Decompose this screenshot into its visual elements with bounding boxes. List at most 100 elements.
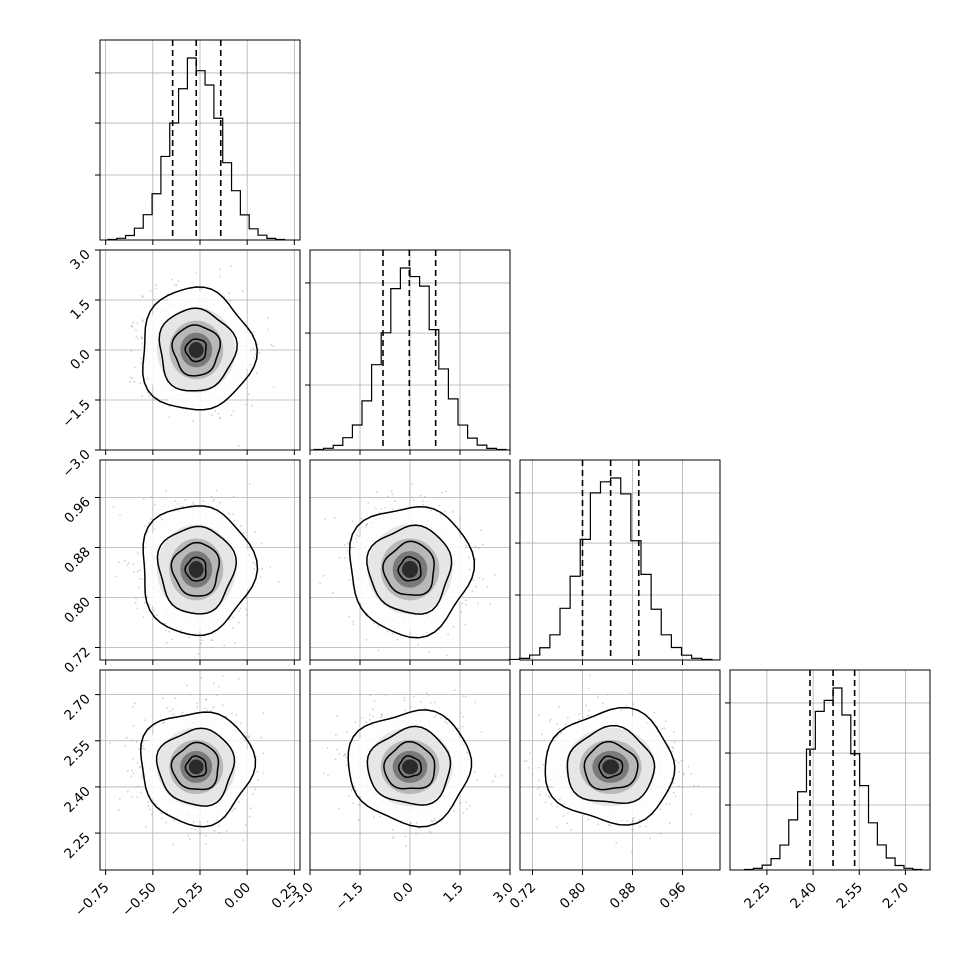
scatter-point	[132, 758, 134, 760]
scatter-point	[327, 774, 329, 777]
scatter-point	[469, 804, 471, 807]
scatter-point	[228, 512, 231, 515]
scatter-point	[391, 837, 394, 840]
scatter-point	[391, 828, 394, 831]
scatter-point	[403, 699, 406, 702]
scatter-point	[136, 552, 139, 554]
scatter-point	[230, 265, 233, 267]
scatter-point	[357, 803, 360, 806]
scatter-point	[433, 817, 436, 820]
scatter-point	[239, 607, 242, 610]
scatter-point	[127, 562, 130, 564]
scatter-point	[212, 706, 215, 709]
scatter-point	[162, 697, 165, 700]
scatter-point	[373, 816, 375, 819]
scatter-point	[365, 721, 368, 723]
scatter-point	[139, 577, 141, 580]
scatter-point	[365, 639, 368, 641]
scatter-point	[154, 724, 156, 726]
scatter-point	[141, 319, 144, 321]
scatter-point	[217, 412, 220, 415]
scatter-point	[132, 321, 135, 324]
scatter-point	[369, 694, 372, 697]
scatter-point	[476, 778, 479, 781]
scatter-point	[216, 819, 219, 822]
scatter-point	[252, 347, 255, 350]
scatter-point	[132, 563, 135, 565]
scatter-point	[199, 832, 202, 835]
scatter-point	[139, 382, 142, 385]
scatter-point	[445, 490, 448, 493]
scatter-point	[440, 821, 443, 823]
scatter-point	[632, 819, 635, 822]
scatter-point	[434, 820, 437, 822]
scatter-point	[232, 616, 235, 619]
scatter-point	[136, 762, 139, 764]
scatter-point	[471, 590, 474, 593]
scatter-point	[253, 331, 256, 333]
scatter-point	[447, 633, 449, 636]
density-contour	[158, 307, 238, 392]
scatter-point	[345, 756, 347, 759]
scatter-point	[440, 717, 442, 720]
density-contour	[184, 338, 207, 363]
scatter-point	[390, 490, 393, 493]
scatter-point	[468, 568, 471, 571]
scatter-point	[419, 701, 422, 703]
scatter-point	[197, 653, 200, 656]
scatter-point	[218, 831, 221, 834]
scatter-point	[323, 772, 325, 775]
scatter-point	[359, 719, 361, 721]
scatter-point	[444, 721, 446, 723]
scatter-point	[429, 701, 432, 704]
scatter-point	[352, 802, 355, 805]
scatter-point	[379, 815, 381, 818]
scatter-point	[326, 747, 329, 749]
density-contour	[142, 286, 259, 411]
scatter-point	[373, 622, 375, 625]
scatter-point	[161, 722, 164, 725]
scatter-point	[588, 709, 590, 712]
scatter-point	[391, 493, 394, 496]
scatter-point	[160, 812, 163, 815]
scatter-point	[355, 790, 358, 792]
scatter-point	[247, 393, 250, 396]
scatter-point	[541, 733, 543, 736]
scatter-point	[597, 823, 599, 826]
scatter-point	[523, 760, 526, 763]
scatter-point	[474, 701, 477, 704]
scatter-point	[159, 516, 162, 519]
scatter-point	[500, 775, 503, 777]
scatter-point	[196, 706, 199, 708]
scatter-point	[422, 503, 424, 506]
scatter-point	[335, 734, 337, 736]
scatter-point	[217, 685, 220, 688]
scatter-point	[228, 292, 231, 295]
scatter-point	[143, 601, 146, 604]
scatter-point	[665, 720, 667, 723]
scatter-point	[425, 692, 428, 694]
scatter-point	[214, 410, 217, 413]
scatter-point	[180, 713, 183, 715]
scatter-point	[189, 693, 192, 696]
scatter-point	[139, 791, 142, 794]
scatter-point	[373, 700, 376, 703]
scatter-point	[445, 718, 447, 721]
scatter-point	[234, 808, 237, 810]
scatter-point	[142, 498, 145, 500]
scatter-point	[213, 498, 215, 501]
scatter-point	[172, 843, 175, 846]
scatter-point	[494, 775, 497, 778]
scatter-point	[245, 403, 248, 406]
scatter-point	[474, 558, 477, 561]
scatter-point	[109, 741, 112, 744]
scatter-point	[344, 753, 347, 756]
scatter-point	[153, 609, 156, 612]
scatter-point	[249, 807, 252, 810]
scatter-point	[237, 677, 240, 680]
scatter-point	[202, 500, 205, 502]
scatter-point	[465, 604, 467, 606]
scatter-point	[459, 802, 462, 804]
scatter-point	[270, 343, 273, 346]
